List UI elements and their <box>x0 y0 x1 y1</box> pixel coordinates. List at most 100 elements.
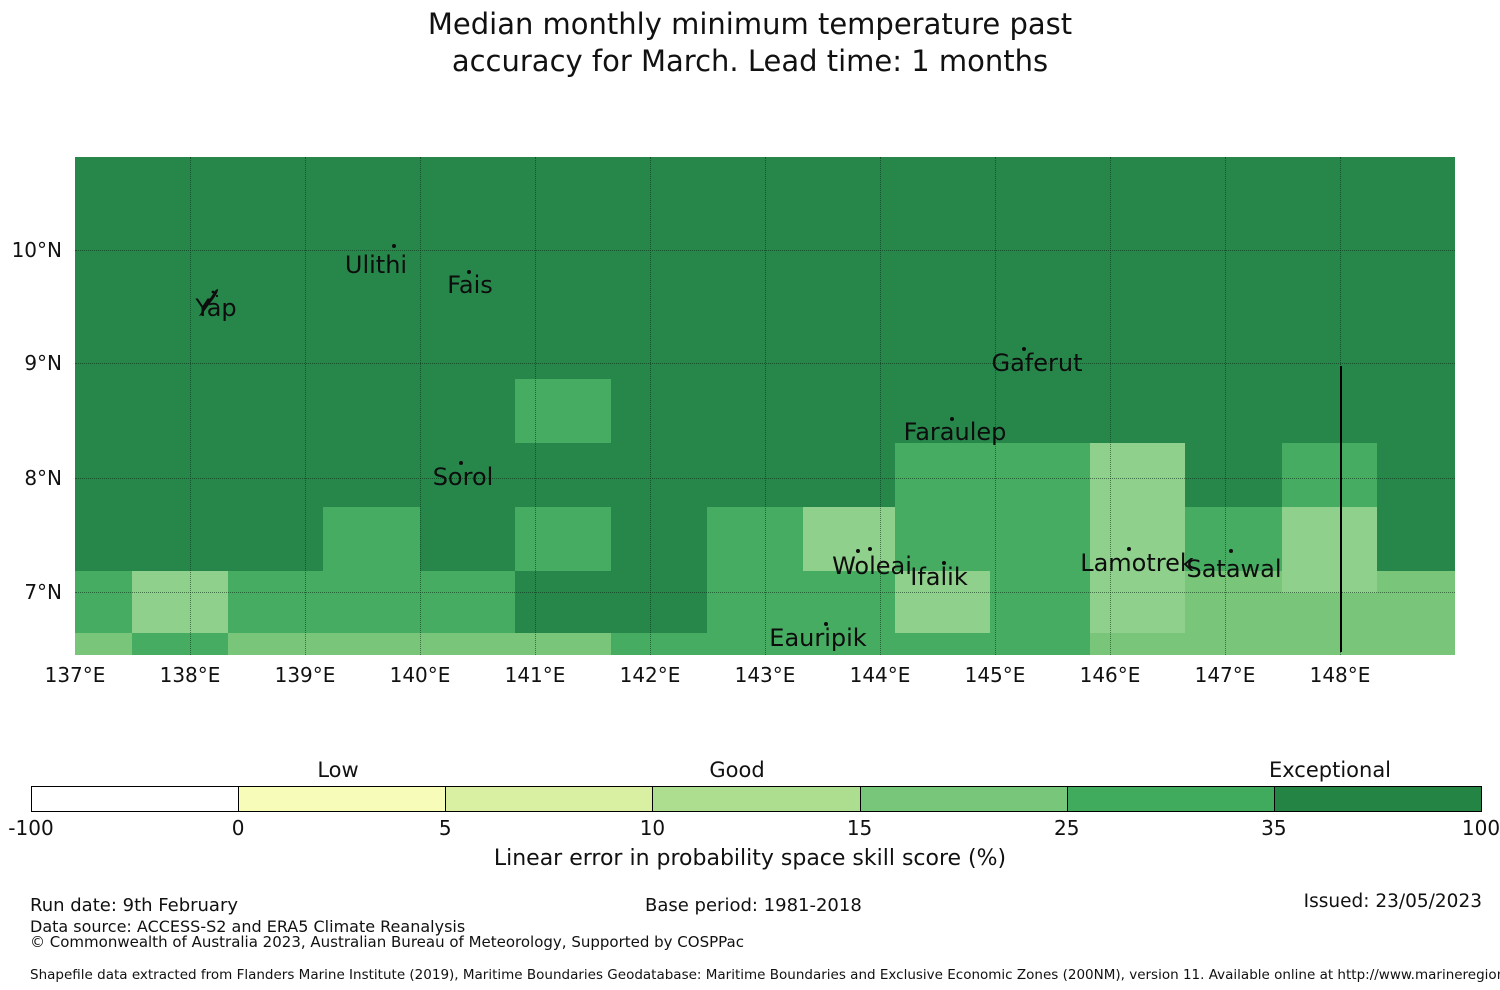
eez-boundary-line <box>1340 366 1342 652</box>
colorbar-segment <box>238 786 447 812</box>
map-cell <box>895 507 1090 571</box>
chart-title-line1: Median monthly minimum temperature past <box>427 7 1073 41</box>
island-dot <box>467 270 471 274</box>
map-cell <box>803 507 895 571</box>
colorbar-segment <box>31 786 240 812</box>
island-label: Ulithi <box>344 251 408 279</box>
gridline-x <box>535 157 536 655</box>
map-cell <box>1377 571 1455 633</box>
chart-title-line2: accuracy for March. Lead time: 1 months <box>451 44 1049 78</box>
map-cell <box>515 379 611 443</box>
gridline-x <box>190 157 191 655</box>
colorbar-segment <box>1066 786 1275 812</box>
colorbar-tick-label: 0 <box>231 816 245 840</box>
island-dot <box>856 549 860 553</box>
island-dot <box>950 417 954 421</box>
x-tick-label: 145°E <box>964 663 1026 687</box>
map-cell <box>707 507 803 571</box>
colorbar-band-label: Exceptional <box>1268 758 1392 782</box>
map-cell <box>1090 633 1455 655</box>
gridline-x <box>880 157 881 655</box>
map-cell <box>1282 507 1377 593</box>
footer-run-date: Run date: 9th February <box>30 895 239 916</box>
map-cell <box>228 571 515 633</box>
map-cell <box>1185 507 1282 571</box>
island-dot <box>392 244 396 248</box>
island-label: Satawal <box>1186 555 1282 583</box>
gridline-x <box>995 157 996 655</box>
colorbar-tick-label: 25 <box>1053 816 1080 840</box>
gridline-x <box>420 157 421 655</box>
footer-issued-date: Issued: 23/05/2023 <box>1303 891 1482 912</box>
island-label: Fais <box>447 271 493 299</box>
map-plot: Yap Ulithi Fais Sorol Gaferut Faraulep Woleai I… <box>75 157 1455 655</box>
island-dot <box>1127 547 1131 551</box>
map-cell <box>515 507 611 571</box>
island-dot <box>1022 347 1026 351</box>
island-dot <box>459 461 463 465</box>
x-tick-label: 147°E <box>1194 663 1256 687</box>
footer-data-source: Data source: ACCESS-S2 and ERA5 Climate … <box>30 917 466 936</box>
island-label: Lamotrek <box>1080 549 1194 577</box>
map-cell <box>611 633 1090 655</box>
map-cell <box>228 633 611 655</box>
gridline-y <box>75 363 1455 364</box>
colorbar-band-label: Low <box>317 758 359 782</box>
island-dot <box>1229 549 1233 553</box>
y-tick-label: 10°N <box>11 238 62 262</box>
x-tick-label: 138°E <box>159 663 221 687</box>
map-cell <box>707 571 895 633</box>
colorbar-segment <box>652 786 861 812</box>
map-cell <box>990 571 1090 633</box>
map-cell <box>895 571 990 633</box>
colorbar-segment <box>859 786 1068 812</box>
map-cell <box>895 443 1090 507</box>
island-dot <box>824 622 828 626</box>
colorbar-segment <box>1273 786 1482 812</box>
colorbar-segment <box>445 786 654 812</box>
y-tick-label: 9°N <box>24 351 62 375</box>
footer-copyright: © Commonwealth of Australia 2023, Austra… <box>30 933 744 951</box>
island-label: Faraulep <box>903 418 1007 446</box>
island-dot <box>868 547 872 551</box>
map-cell <box>1282 443 1377 507</box>
x-tick-label: 143°E <box>734 663 796 687</box>
colorbar-tick-label: 10 <box>639 816 666 840</box>
footer-base-period: Base period: 1981-2018 <box>645 895 862 916</box>
island-label: Yap <box>195 294 237 322</box>
map-cell <box>323 507 420 571</box>
y-tick-label: 7°N <box>24 580 62 604</box>
map-cell <box>1090 443 1185 633</box>
map-cell <box>75 571 132 633</box>
yap-island-icon <box>199 289 219 316</box>
footer-shapefile-note: Shapefile data extracted from Flanders M… <box>30 967 1500 983</box>
gridline-x <box>305 157 306 655</box>
map-cell <box>132 571 228 633</box>
island-label: Ifalik <box>910 563 968 591</box>
gridline-y <box>75 592 1455 593</box>
x-tick-label: 141°E <box>504 663 566 687</box>
x-tick-label: 140°E <box>389 663 451 687</box>
gridline-x <box>1225 157 1226 655</box>
map-cell <box>1185 571 1282 633</box>
island-dot <box>942 561 946 565</box>
gridline-y <box>75 250 1455 251</box>
colorbar-tick-label: 5 <box>438 816 452 840</box>
x-tick-label: 142°E <box>619 663 681 687</box>
gridline-y <box>75 478 1455 479</box>
colorbar-tick-label: -100 <box>8 816 54 840</box>
colorbar-tick-label: 35 <box>1261 816 1287 840</box>
gridline-x <box>765 157 766 655</box>
gridline-x <box>1110 157 1111 655</box>
island-label: Eauripik <box>769 624 867 652</box>
colorbar-band-label: Good <box>709 758 765 782</box>
x-tick-label: 139°E <box>274 663 336 687</box>
island-label: Woleai <box>832 552 912 580</box>
y-tick-label: 8°N <box>24 466 62 490</box>
x-tick-label: 148°E <box>1309 663 1371 687</box>
island-label: Gaferut <box>991 349 1083 377</box>
colorbar-tick-label: 100 <box>1461 816 1500 840</box>
gridline-x <box>650 157 651 655</box>
map-cell <box>75 633 132 655</box>
